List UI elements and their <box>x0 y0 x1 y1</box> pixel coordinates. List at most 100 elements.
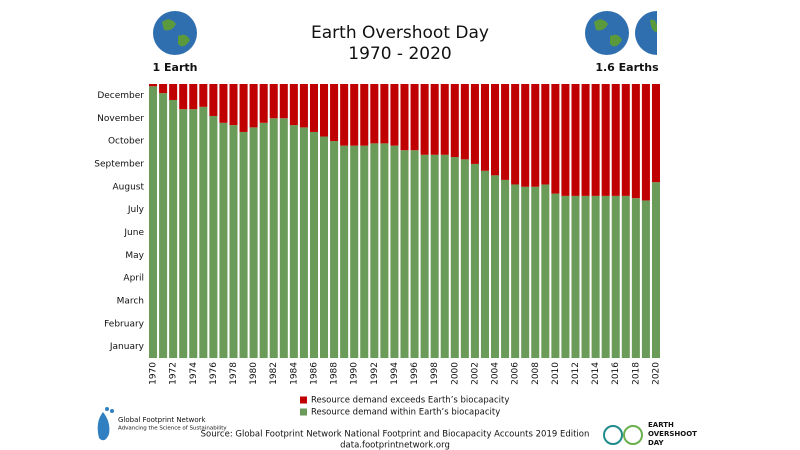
x-tick-label: 1990 <box>350 362 360 385</box>
x-tick-label: 1974 <box>189 362 199 385</box>
x-tick-label: 2012 <box>571 362 581 385</box>
bar-segment <box>189 84 198 110</box>
bar-segment <box>289 84 298 126</box>
x-tick-label: 1982 <box>269 362 279 385</box>
bar-segment <box>581 84 590 196</box>
bar-segment <box>239 84 248 132</box>
y-tick-label: April <box>123 274 144 284</box>
bar-segment <box>430 84 439 155</box>
bar-segment <box>611 84 620 196</box>
logo-right-line: EARTH <box>648 421 674 429</box>
bar-segment <box>561 195 570 358</box>
y-tick-label: August <box>113 182 145 192</box>
legend-label: Resource demand exceeds Earth’s biocapac… <box>311 396 509 406</box>
bar-segment <box>259 84 268 123</box>
logo-right-line: DAY <box>648 439 665 447</box>
x-tick-label: 1996 <box>410 362 420 385</box>
bar-segment <box>561 84 570 196</box>
left-label: 1 Earth <box>153 61 198 74</box>
chart-title: Earth Overshoot Day <box>311 23 489 43</box>
bar-segment <box>179 84 188 110</box>
bar-segment <box>491 84 500 176</box>
bar-segment <box>289 125 298 358</box>
bar-segment <box>491 175 500 358</box>
x-tick-label: 1992 <box>370 362 380 385</box>
x-tick-label: 1984 <box>289 362 299 385</box>
bar-segment <box>229 84 238 126</box>
legend-swatch <box>300 396 307 404</box>
bar-segment <box>330 84 339 142</box>
bar-segment <box>591 84 600 196</box>
x-tick-label: 2014 <box>591 362 601 385</box>
bar-segment <box>440 84 449 155</box>
bar-segment <box>571 84 580 196</box>
bar-segment <box>249 127 258 358</box>
right-label: 1.6 Earths <box>595 61 659 74</box>
bar-segment <box>521 84 530 187</box>
bar-segment <box>531 186 540 358</box>
bar-segment <box>410 150 419 358</box>
bar-segment <box>430 154 439 358</box>
bar-segment <box>480 84 489 171</box>
bar-segment <box>340 84 349 146</box>
x-tick-label: 1976 <box>209 362 219 385</box>
bar-segment <box>169 84 178 100</box>
logo-right: EARTH OVERSHOOT DAY <box>603 421 697 447</box>
bar-segment <box>571 195 580 358</box>
bar-segment <box>501 179 510 358</box>
source: Source: Global Footprint Network Nationa… <box>201 430 590 440</box>
bar-segment <box>209 84 218 116</box>
bar-segment <box>631 198 640 358</box>
bar-segment <box>581 195 590 358</box>
bar-segment <box>259 122 268 358</box>
x-tick-label: 1978 <box>229 362 239 385</box>
x-tick-label: 1970 <box>149 362 159 385</box>
bar-segment <box>159 93 168 358</box>
x-tick-label: 2008 <box>531 362 541 385</box>
bar-segment <box>521 186 530 358</box>
x-tick-label: 1988 <box>330 362 340 385</box>
x-tick-label: 2000 <box>450 362 460 385</box>
bar-segment <box>249 84 258 128</box>
bar-segment <box>239 131 248 358</box>
bar-segment <box>179 109 188 358</box>
y-tick-label: March <box>117 296 144 306</box>
bar-segment <box>621 84 630 196</box>
bar-segment <box>551 193 560 358</box>
bar-segment <box>651 182 660 358</box>
logo-left-tagline: Advancing the Science of Sustainability <box>118 426 227 432</box>
bar-segment <box>420 154 429 358</box>
bar-segment <box>159 84 168 94</box>
logo-left-name: Global Footprint Network <box>118 416 206 424</box>
x-tick-label: 2016 <box>611 362 621 385</box>
bar-segment <box>199 106 208 358</box>
x-tick-label: 2006 <box>511 362 521 385</box>
chart-subtitle: 1970 - 2020 <box>348 44 451 64</box>
y-tick-label: December <box>97 91 144 101</box>
x-tick-label: 1998 <box>430 362 440 385</box>
bar-segment <box>309 131 318 358</box>
bar-segment <box>390 84 399 146</box>
bar-segment <box>400 84 409 151</box>
bar-segment <box>309 84 318 132</box>
bar-segment <box>209 115 218 358</box>
y-tick-label: January <box>109 342 145 352</box>
bar-segment <box>611 195 620 358</box>
logo-left: Global Footprint Network Advancing the S… <box>97 407 227 441</box>
y-tick-label: June <box>123 228 144 238</box>
bar-segment <box>541 84 550 185</box>
bar-segment <box>400 150 409 358</box>
bar-segment <box>470 84 479 164</box>
bar-segment <box>551 84 560 194</box>
legend-swatch <box>300 408 307 416</box>
x-tick-label: 2004 <box>491 362 501 385</box>
bar-segment <box>229 125 238 358</box>
bar-segment <box>480 170 489 358</box>
bar-segment <box>269 84 278 119</box>
bar-segment <box>269 118 278 358</box>
source-url: data.footprintnetwork.org <box>340 441 450 450</box>
x-tick-label: 2018 <box>631 362 641 385</box>
bar-segment <box>299 127 308 358</box>
bar-segment <box>531 84 540 187</box>
y-tick-label: May <box>125 251 144 261</box>
